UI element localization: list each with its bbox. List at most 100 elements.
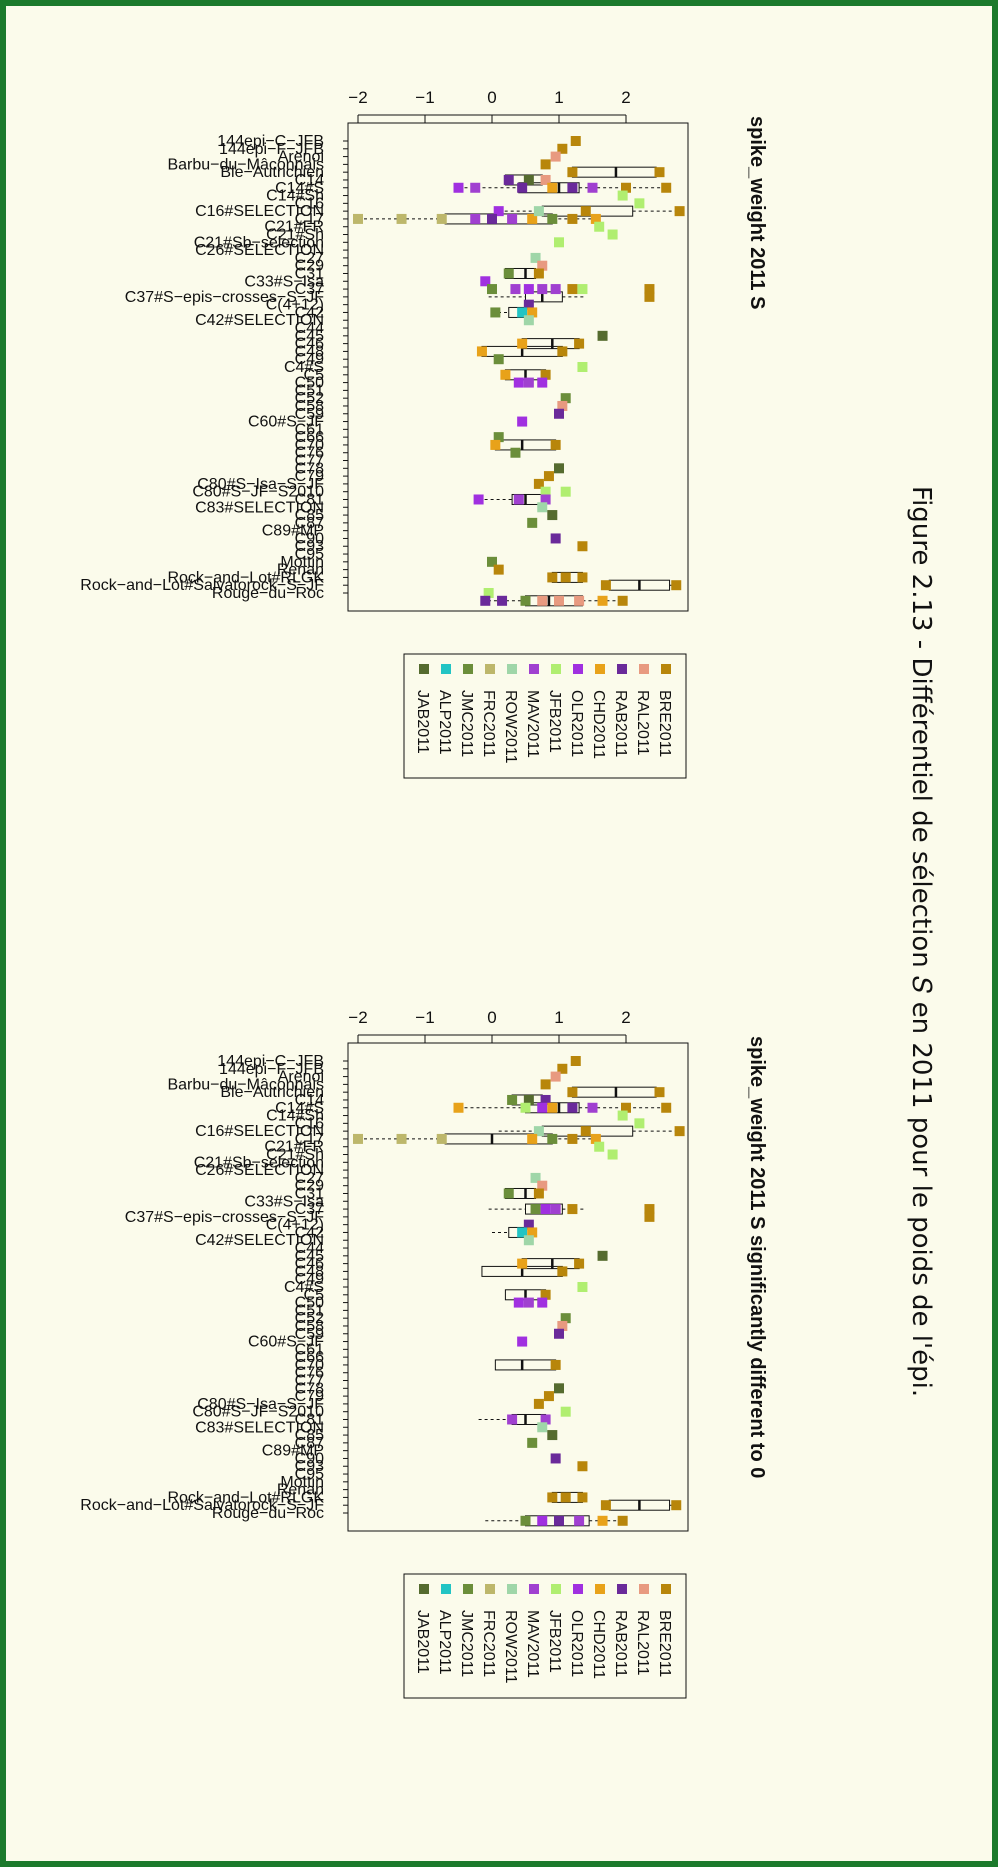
category-label: C14: [295, 172, 324, 189]
category-label: C78: [295, 460, 324, 477]
data-point: [533, 1126, 544, 1137]
legend-swatch: [595, 1584, 605, 1594]
data-point: [540, 159, 551, 170]
data-point: [574, 338, 585, 349]
category-label: C49: [295, 1271, 324, 1288]
category-label: C51: [295, 382, 324, 399]
legend-swatch: [441, 664, 451, 674]
legend-swatch: [551, 1584, 561, 1594]
legend-label: JAB2011: [414, 1610, 431, 1674]
category-label: C42#SELECTION: [195, 312, 324, 329]
x-tick-label: −2: [348, 88, 367, 107]
data-point: [517, 1258, 528, 1269]
category-label: C85: [295, 507, 324, 524]
data-point: [530, 1204, 541, 1215]
legend-swatch: [463, 1584, 473, 1594]
data-point: [550, 151, 561, 162]
category-label: C5: [304, 1287, 325, 1304]
category-label: C45: [295, 328, 324, 345]
category-label: C59: [295, 406, 324, 423]
category-label: C77: [295, 1373, 324, 1390]
legend-label: JFB2011: [546, 1610, 563, 1673]
category-label: C80#S−Isa−S−JF: [197, 476, 324, 493]
data-point: [560, 486, 571, 497]
category-label: C4#S: [284, 1279, 324, 1296]
data-point: [644, 1211, 655, 1222]
data-point: [577, 572, 588, 583]
data-point: [530, 1172, 541, 1183]
category-label: C44: [295, 320, 324, 337]
box: [521, 1258, 580, 1270]
data-point: [560, 1313, 571, 1324]
chart-title: spike_weight 2011 S: [746, 116, 768, 309]
data-point: [513, 1297, 524, 1308]
data-point: [507, 1094, 518, 1105]
data-point: [674, 206, 685, 217]
legend-label: BRE2011: [656, 690, 673, 757]
data-point: [487, 213, 497, 224]
data-point: [537, 1297, 548, 1308]
legend-swatch: [485, 664, 495, 674]
box: [494, 439, 557, 451]
legend-label: CHD2011: [590, 1610, 607, 1679]
data-point: [537, 595, 548, 606]
legend-label: OLR2011: [568, 1610, 585, 1677]
category-label: Arenoi: [278, 149, 324, 166]
data-point: [540, 174, 551, 185]
category-label: C50: [295, 375, 324, 392]
x-tick-label: 1: [554, 1008, 563, 1027]
category-label: C(4+12): [266, 297, 324, 314]
data-point: [661, 1102, 672, 1113]
data-point: [453, 1102, 464, 1113]
category-label: C48: [295, 1263, 324, 1280]
legend-swatch: [595, 664, 605, 674]
category-label: C16: [295, 195, 324, 212]
data-point: [513, 494, 524, 505]
data-point: [554, 408, 564, 419]
data-point: [537, 377, 548, 388]
data-point: [540, 369, 551, 380]
category-label: C95: [295, 1466, 324, 1483]
category-label: C51: [295, 1302, 324, 1319]
figure-caption: Figure 2.13 - Différentiel de sélection …: [906, 486, 936, 1398]
data-point: [671, 580, 682, 591]
data-point: [574, 595, 585, 606]
data-point: [523, 174, 534, 185]
figure-page: −2 −1 0 1 2 144epi−C−JFB 144epi−F−JFB Arenoi Bar…: [6, 6, 992, 1861]
data-point: [577, 284, 588, 295]
data-point: [493, 564, 504, 575]
category-label: Barbu−du−Mâconnais: [167, 156, 324, 173]
legend-label: ALP2011: [436, 1610, 453, 1675]
data-point: [520, 1515, 531, 1526]
category-label: C70: [295, 437, 324, 454]
data-point: [507, 1414, 518, 1425]
legend-label: OLR2011: [568, 690, 585, 757]
category-label: C77: [295, 453, 324, 470]
data-point: [510, 284, 521, 295]
data-point: [587, 1102, 598, 1113]
category-label: C37#S−epis−crosses−S−JF: [125, 1209, 324, 1226]
data-point: [493, 206, 504, 217]
category-label: C83#SELECTION: [195, 499, 324, 516]
legend-swatch: [617, 664, 627, 674]
x-tick-label: −2: [348, 1008, 367, 1027]
data-point: [617, 1515, 628, 1526]
data-point: [554, 1383, 564, 1394]
data-point: [540, 486, 551, 497]
data-point: [597, 1515, 608, 1526]
data-point: [517, 1336, 528, 1347]
data-point: [543, 471, 554, 482]
legend-swatch: [419, 664, 429, 674]
category-label: C14: [295, 1092, 324, 1109]
data-point: [523, 1235, 534, 1246]
category-label: C89#MP: [262, 523, 324, 540]
category-label: C(4+12): [266, 1217, 324, 1234]
category-label: C61: [295, 421, 324, 438]
category-label: C31: [295, 265, 324, 282]
x-tick-label: 2: [621, 88, 630, 107]
data-point: [560, 572, 571, 583]
category-label: C61: [295, 1341, 324, 1358]
data-point: [550, 284, 561, 295]
category-label: Renan: [277, 562, 324, 579]
category-label: Rouge−du−Roc: [212, 1505, 324, 1522]
